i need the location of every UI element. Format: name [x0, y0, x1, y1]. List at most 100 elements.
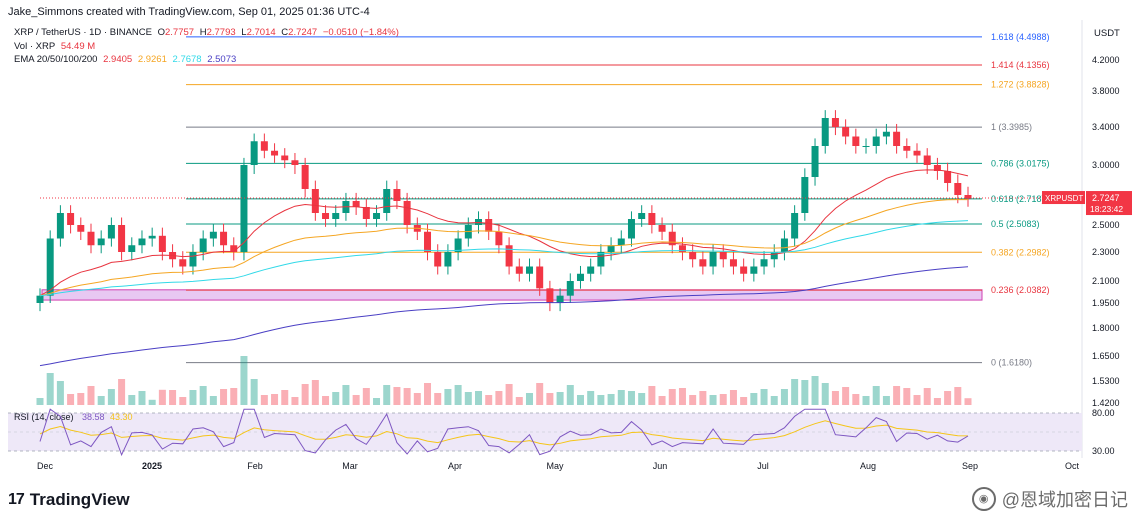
- volume-row[interactable]: Vol · XRP 54.49 M: [14, 40, 402, 54]
- candle-body: [719, 252, 727, 260]
- ema20-value: 2.9405: [103, 54, 133, 65]
- y-tick-label: 1.9500: [1092, 298, 1120, 308]
- y-tick-label: 1.4200: [1092, 398, 1120, 408]
- price-chart[interactable]: 1.618 (4.4988) 1.414 (4.1356) 1.272 (3.882…: [0, 0, 1138, 480]
- volume-bar: [475, 391, 483, 405]
- ema-line: [39, 220, 969, 297]
- volume-bar: [617, 390, 625, 405]
- volume-bar: [964, 398, 972, 405]
- volume-bar: [373, 398, 381, 405]
- candle-body: [576, 273, 584, 281]
- candle-body: [536, 266, 544, 289]
- y-tick-label: 1.5300: [1092, 376, 1120, 386]
- author-line: Jake_Simmons created with TradingView.co…: [8, 6, 370, 18]
- candle-body: [260, 141, 268, 151]
- volume-bar: [87, 386, 95, 405]
- candle-body: [699, 259, 707, 267]
- volume-bar: [281, 390, 289, 405]
- candle-body: [393, 189, 401, 201]
- candle-body: [250, 141, 258, 165]
- brand-name: TradingView: [29, 490, 130, 509]
- x-tick-label: Apr: [448, 461, 462, 471]
- symbol-row[interactable]: XRP / TetherUS · 1D · BINANCE O2.7757 H2…: [14, 26, 402, 40]
- y-tick-label: 2.5000: [1092, 220, 1120, 230]
- candle-body: [831, 118, 839, 127]
- candle-body: [373, 213, 381, 219]
- candle-body: [230, 245, 238, 252]
- x-tick-label: Mar: [342, 461, 358, 471]
- volume-bar: [230, 388, 238, 405]
- ema-line: [39, 266, 969, 367]
- candle-body: [352, 201, 360, 207]
- candle-body: [913, 150, 921, 156]
- ema200-value: 2.5073: [207, 54, 237, 65]
- volume-bar: [811, 376, 819, 405]
- tradingview-brand[interactable]: 17 TradingView: [8, 490, 130, 510]
- volume-bar: [923, 388, 931, 405]
- candle-body: [220, 231, 228, 246]
- candle-body: [750, 266, 758, 274]
- volume-bar: [536, 383, 544, 405]
- rsi-ma-value: 43.30: [110, 412, 133, 422]
- candle-body: [495, 231, 503, 246]
- volume-bar: [668, 389, 676, 405]
- volume-bar: [780, 389, 788, 405]
- volume-bar: [801, 380, 809, 405]
- symbol-title[interactable]: XRP / TetherUS · 1D · BINANCE: [14, 27, 152, 38]
- volume-bar: [403, 388, 411, 405]
- volume-bar: [719, 394, 727, 405]
- volume-label: Vol · XRP: [14, 40, 56, 52]
- x-tick-label: Dec: [37, 461, 54, 471]
- currency-label: USDT: [1094, 28, 1120, 39]
- candle-body: [658, 225, 666, 232]
- volume-bar: [199, 386, 207, 405]
- volume-bar: [525, 393, 533, 405]
- x-tick-label: Sep: [962, 461, 978, 471]
- volume-bar: [495, 391, 503, 405]
- ema-row[interactable]: EMA 20/50/100/200 2.9405 2.9261 2.7678 2…: [14, 53, 402, 67]
- volume-bar: [862, 396, 870, 405]
- volume-bar: [852, 394, 860, 405]
- fib-label: 0.5 (2.5083): [991, 219, 1040, 229]
- price-tag-bg: [1086, 191, 1132, 216]
- volume-bar: [322, 396, 330, 405]
- volume-bar: [648, 386, 656, 405]
- volume-bar: [413, 393, 421, 405]
- candle-body: [77, 225, 85, 232]
- candle-body: [444, 252, 452, 267]
- watermark: ◉ @恩域加密日记: [971, 486, 1128, 512]
- volume-bar: [464, 392, 472, 405]
- candle-body: [811, 146, 819, 177]
- y-tick-label: 4.2000: [1092, 55, 1120, 65]
- candle-body: [689, 252, 697, 260]
- candle-body: [118, 225, 126, 252]
- volume-bar: [148, 399, 156, 405]
- candle-body: [56, 213, 64, 239]
- candle-body: [332, 213, 340, 219]
- candle-body: [801, 177, 809, 213]
- close-value: 2.7247: [288, 27, 318, 38]
- candle-body: [128, 245, 136, 252]
- fib-label: 0 (1.6180): [991, 358, 1032, 368]
- ema-label: EMA 20/50/100/200: [14, 54, 98, 65]
- candle-body: [271, 150, 279, 156]
- candle-body: [791, 213, 799, 239]
- volume-bar: [56, 381, 64, 405]
- volume-bar: [179, 397, 187, 405]
- volume-bar: [189, 390, 197, 405]
- candle-body: [852, 136, 860, 146]
- tradingview-logo-icon: 17: [8, 491, 25, 508]
- volume-bar: [240, 356, 248, 405]
- candle-body: [179, 259, 187, 267]
- volume-bar: [576, 395, 584, 405]
- volume-bar: [546, 393, 554, 405]
- high-label: H: [199, 27, 207, 38]
- low-value: 2.7014: [246, 27, 276, 38]
- x-tick-label: Feb: [247, 461, 263, 471]
- volume-bar: [36, 398, 44, 405]
- candle-body: [872, 136, 880, 146]
- volume-bar: [250, 379, 258, 405]
- candle-body: [903, 146, 911, 151]
- candle-body: [944, 171, 952, 183]
- candle-body: [158, 235, 166, 252]
